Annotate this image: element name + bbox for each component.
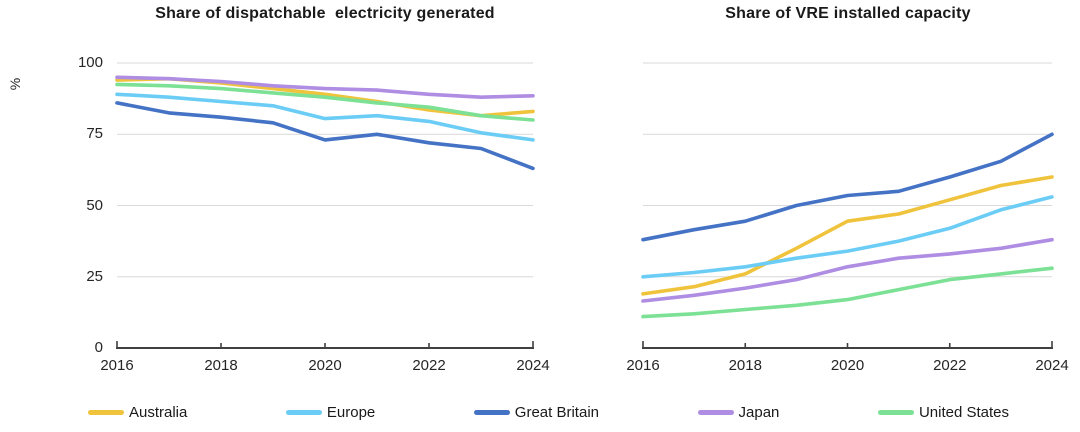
y-tick-label-25: 25 [86,267,103,285]
left-chart-line-japan [115,75,535,99]
y-tick-label-50: 50 [86,196,103,214]
left-x-tick-label-2022: 2022 [412,357,446,374]
right-chart-line-united-states [641,266,1054,319]
right-chart-title: Share of VRE installed capacity [725,5,971,22]
left-x-tick-label-2024: 2024 [516,357,550,374]
right-chart-line-australia [641,175,1054,296]
legend-item-australia: Australia [88,404,187,421]
left-chart-line-great-britain [115,101,535,171]
legend-item-europe: Europe [285,403,376,421]
right-chart-line-great-britain [641,132,1054,242]
left-chart-line-europe [115,92,535,142]
left-chart-line-united-states [115,82,535,122]
left-chart-title: Share of dispatchable electricity genera… [155,5,495,22]
right-x-tick-label-2018: 2018 [728,357,762,374]
left-x-tick-label-2020: 2020 [308,357,342,374]
left-x-tick-label-2016: 2016 [100,357,134,374]
right-x-tick-label-2020: 2020 [830,357,865,374]
legend-item-great-britain: Great Britain [473,403,599,421]
legend-swatch-great-britain [473,409,510,415]
legend-item-japan: Japan [697,403,780,421]
legend-label-great-britain: Great Britain [514,403,599,421]
right-x-tick-label-2016: 2016 [626,357,660,374]
right-x-tick-label-2022: 2022 [933,357,967,374]
legend-swatch-united-states [877,409,914,415]
left-x-tick-label-2018: 2018 [204,357,238,374]
right-chart-line-europe [641,195,1054,279]
y-tick-label-100: 100 [77,54,103,71]
legend-label-united-states: United States [918,403,1009,421]
right-chart-line-japan [641,237,1054,303]
legend-label-japan: Japan [738,403,780,421]
legend-swatch-japan [697,409,734,415]
legend-swatch-australia [88,409,124,415]
y-tick-label-75: 75 [86,125,103,143]
legend-swatch-europe [285,409,322,415]
legend-label-europe: Europe [326,403,376,421]
legend-item-united-states: United States [877,403,1009,421]
right-x-tick-label-2024: 2024 [1035,357,1069,374]
charts-canvas [115,62,1054,349]
y-tick-label-0: 0 [94,339,103,356]
legend-label-australia: Australia [129,403,188,421]
legend: Australia Europe Great Britain Japan United … [88,401,1009,423]
